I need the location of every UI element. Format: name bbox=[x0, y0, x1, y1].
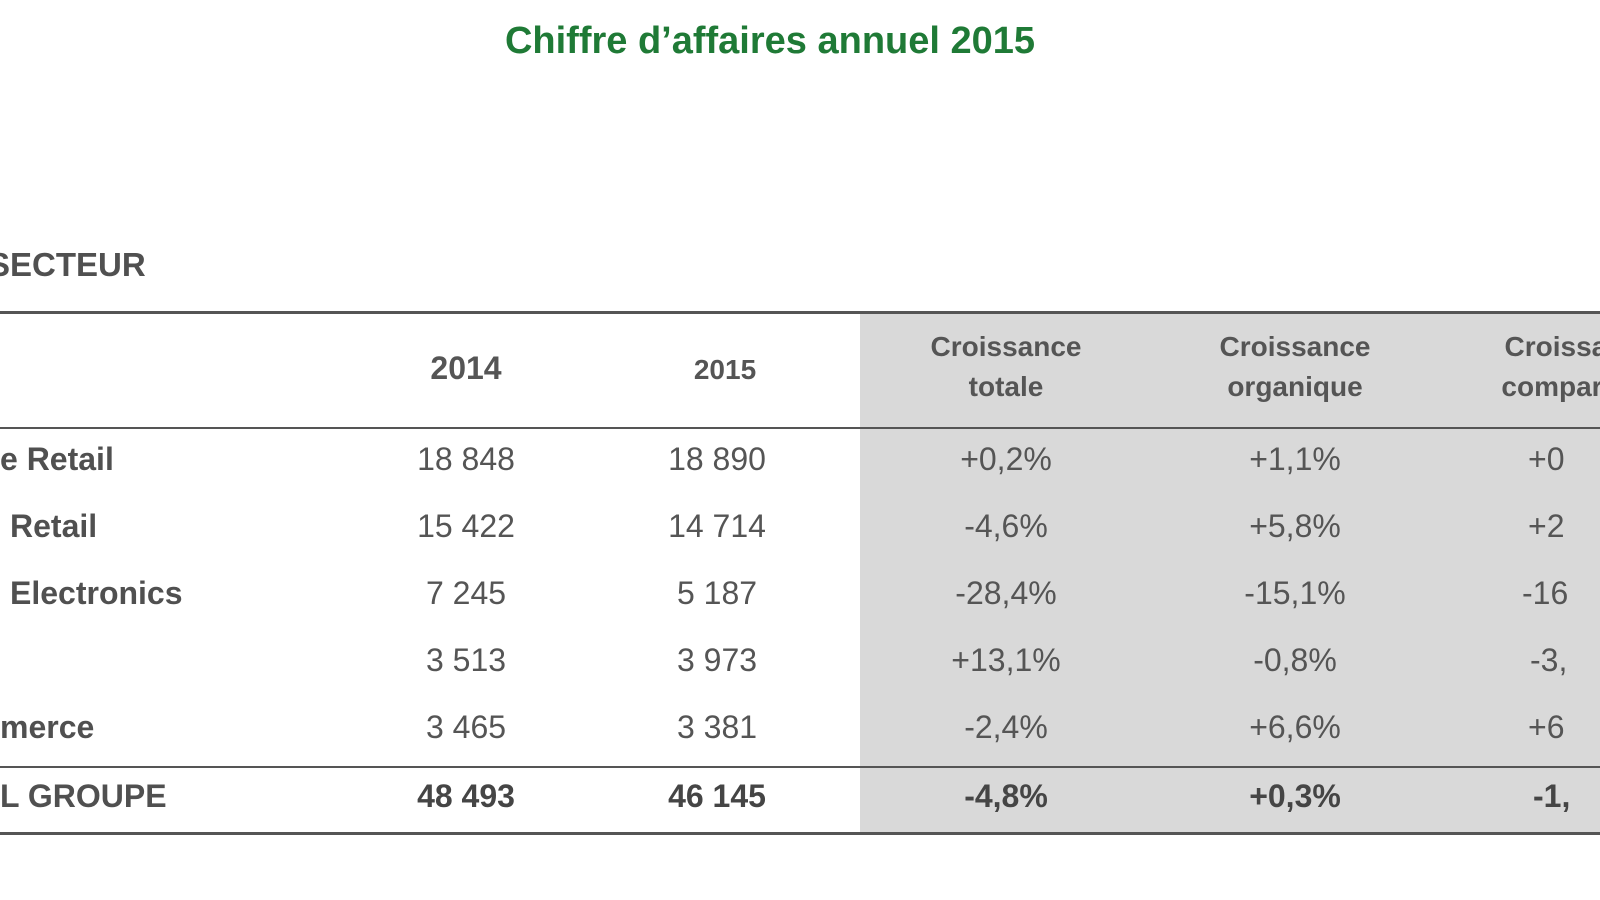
cell-growth-total: +0,2% bbox=[960, 441, 1052, 477]
cell-growth-organic: -15,1% bbox=[1244, 575, 1346, 611]
total-row-label: L GROUPE bbox=[0, 778, 167, 814]
growth-columns-shading bbox=[860, 313, 1600, 834]
cell-2015: 3 381 bbox=[676, 709, 758, 745]
cell-growth-comparable: +6 bbox=[1528, 709, 1565, 745]
cell-2015: 5 187 bbox=[676, 575, 758, 611]
table-top-rule bbox=[0, 311, 1600, 314]
cell-2015: 14 714 bbox=[668, 508, 766, 544]
cell-growth-comparable: -16 bbox=[1522, 575, 1569, 611]
cell-2014: 18 848 bbox=[417, 441, 515, 477]
cell-growth-organic: +1,1% bbox=[1249, 441, 1341, 477]
cell-growth-total: +13,1% bbox=[951, 642, 1061, 678]
total-cell-growth-organic: +0,3% bbox=[1249, 778, 1341, 814]
section-label: SECTEUR bbox=[0, 246, 146, 283]
cell-growth-organic: +5,8% bbox=[1249, 508, 1341, 544]
total-cell-growth-total: -4,8% bbox=[964, 778, 1048, 814]
cell-2015: 18 890 bbox=[668, 441, 766, 477]
header-2014: 2014 bbox=[430, 350, 502, 386]
cell-growth-comparable: +0 bbox=[1528, 441, 1565, 477]
cell-2014: 7 245 bbox=[425, 575, 507, 611]
cell-2014: 15 422 bbox=[417, 508, 515, 544]
cell-growth-total: -4,6% bbox=[964, 508, 1048, 544]
header-growth-total: Croissance totale bbox=[930, 331, 1082, 402]
total-cell-2015: 46 145 bbox=[668, 778, 766, 814]
cell-2014: 3 465 bbox=[425, 709, 507, 745]
cell-growth-organic: -0,8% bbox=[1253, 642, 1337, 678]
row-label: merce bbox=[0, 709, 95, 745]
header-growth-comparable: Croissance comparable bbox=[1501, 331, 1600, 402]
header-bottom-rule bbox=[0, 427, 1600, 429]
page-title: Chiffre d’affaires annuel 2015 bbox=[504, 20, 1036, 62]
cell-growth-comparable: -3, bbox=[1530, 642, 1568, 678]
cell-2014: 3 513 bbox=[425, 642, 507, 678]
table-bottom-rule bbox=[0, 832, 1600, 835]
header-growth-organic: Croissance organique bbox=[1219, 331, 1371, 402]
row-label: Electronics bbox=[10, 575, 183, 611]
cell-growth-comparable: +2 bbox=[1528, 508, 1565, 544]
row-label: e Retail bbox=[0, 441, 114, 477]
cell-2015: 3 973 bbox=[676, 642, 758, 678]
row-label: Retail bbox=[10, 508, 98, 544]
cell-growth-organic: +6,6% bbox=[1249, 709, 1341, 745]
cell-growth-total: -28,4% bbox=[955, 575, 1057, 611]
total-cell-growth-comparable: -1, bbox=[1533, 778, 1571, 814]
total-cell-2014: 48 493 bbox=[417, 778, 515, 814]
header-2015: 2015 bbox=[693, 354, 757, 385]
total-top-rule bbox=[0, 766, 1600, 768]
cell-growth-total: -2,4% bbox=[964, 709, 1048, 745]
